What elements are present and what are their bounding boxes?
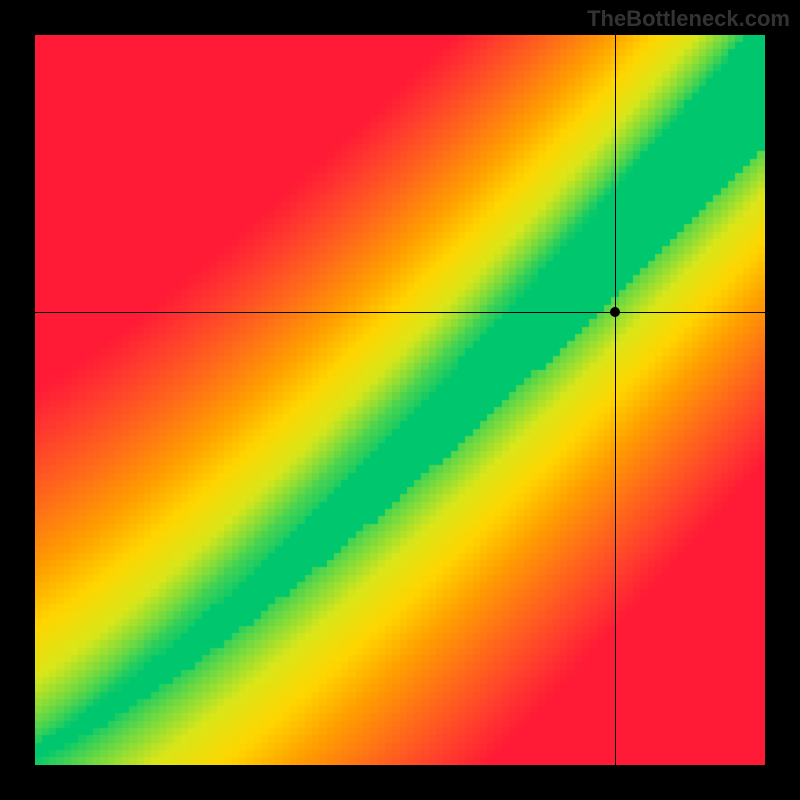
bottleneck-heatmap	[35, 35, 765, 765]
chart-container: { "watermark": "TheBottleneck.com", "hea…	[0, 0, 800, 800]
plot-area	[35, 35, 765, 765]
crosshair-vertical	[615, 35, 616, 765]
crosshair-horizontal	[35, 312, 765, 313]
watermark-text: TheBottleneck.com	[587, 6, 790, 32]
selection-marker[interactable]	[610, 307, 620, 317]
